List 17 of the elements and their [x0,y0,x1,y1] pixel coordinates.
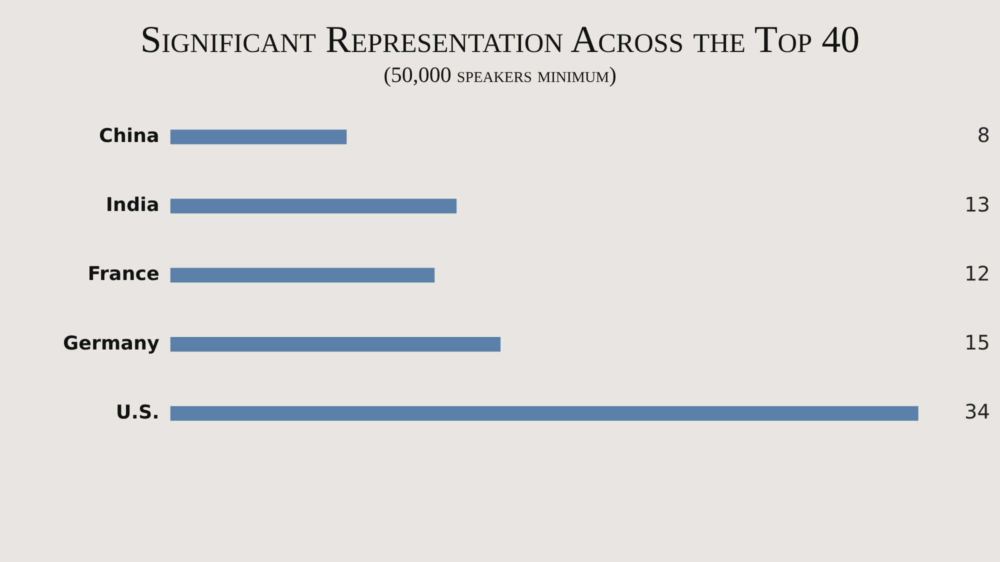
y-tick-label: Germany [62,332,160,354]
data-label: 8 [977,123,990,148]
bar [170,336,501,352]
bar [170,268,435,283]
chart-title: Significant Representation Across the Top 40 [139,18,861,62]
data-label: 13 [964,192,990,216]
bar [170,198,457,214]
y-tick-label: France [88,263,160,286]
y-tick-label: U.S. [116,401,160,424]
bar [170,130,347,144]
y-tick-label: China [99,124,160,147]
chart-subtitle: (50,000 speakers minimum) [382,62,618,88]
bar [170,406,918,421]
y-tick-label: India [106,194,160,216]
data-label: 12 [964,261,990,286]
data-label: 34 [964,400,990,424]
data-label: 15 [964,330,990,355]
